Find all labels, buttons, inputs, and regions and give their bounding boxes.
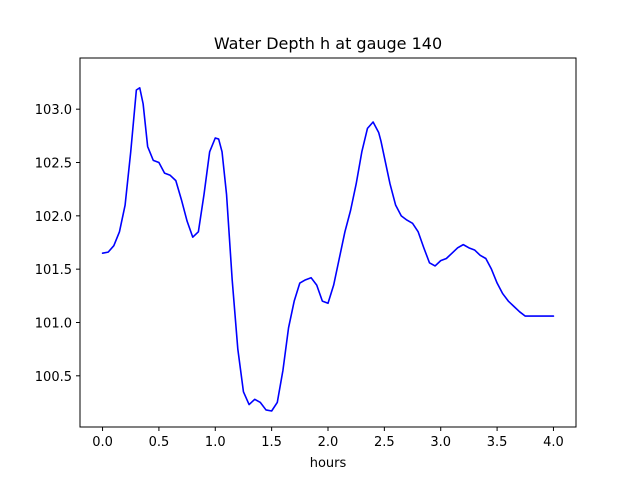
x-tick-label: 1.0	[205, 435, 226, 450]
y-tick-label: 101.5	[35, 263, 72, 278]
y-tick-label: 102.5	[35, 157, 72, 172]
x-tick-label: 4.0	[543, 435, 564, 450]
x-tick-label: 3.0	[430, 435, 451, 450]
x-tick-label: 3.5	[487, 435, 508, 450]
x-tick-label: 2.0	[318, 435, 339, 450]
x-tick-label: 2.5	[374, 435, 395, 450]
chart-title: Water Depth h at gauge 140	[214, 34, 442, 53]
y-tick-label: 100.5	[35, 370, 72, 385]
x-tick-label: 0.5	[149, 435, 170, 450]
x-tick-label: 1.5	[261, 435, 282, 450]
y-tick-label: 101.0	[35, 316, 72, 331]
plot-area: 0.0 0.5 1.0 1.5 2.0 2.5 3.0 3.5 4.0 100.5 101.0 101…	[35, 57, 577, 450]
y-tick-label: 103.0	[35, 103, 72, 118]
x-tick-label: 0.0	[92, 435, 113, 450]
y-tick-label: 102.0	[35, 210, 72, 225]
x-axis-label: hours	[310, 456, 347, 471]
series-line-0	[101, 87, 555, 412]
